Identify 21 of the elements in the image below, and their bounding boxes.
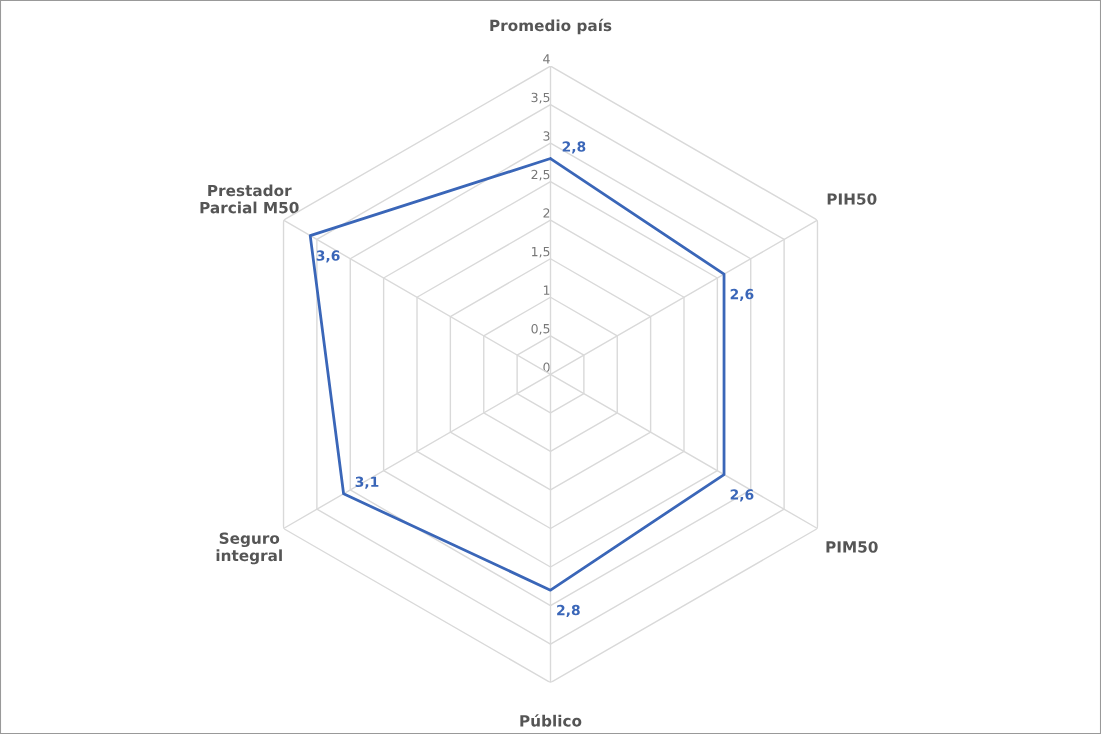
spoke-label: Público xyxy=(520,714,582,727)
y-tick-label: 1 xyxy=(543,285,550,295)
data-label: 3,6 xyxy=(316,250,340,263)
y-tick-label: 2 xyxy=(543,208,550,218)
data-label: 2,8 xyxy=(562,141,586,154)
y-tick-label: 0 xyxy=(543,362,550,372)
y-tick-label: 3,5 xyxy=(531,92,550,104)
y-tick-label: 1,5 xyxy=(531,247,550,258)
data-label: 3,1 xyxy=(355,476,379,489)
y-tick-label: 3 xyxy=(543,131,550,141)
data-label: 2,6 xyxy=(730,288,754,302)
spoke-label: Promedio país xyxy=(490,18,612,35)
data-label: 2,6 xyxy=(730,489,754,502)
spoke-label: PIH50 xyxy=(827,193,877,205)
y-tick-label: 4 xyxy=(543,54,550,64)
spoke-label: PIM50 xyxy=(826,541,878,553)
spoke-label: Prestador Parcial M50 xyxy=(200,184,299,214)
spoke-label: Seguro integral xyxy=(216,532,282,565)
data-label: 2,8 xyxy=(557,604,580,618)
y-tick-label: 0,5 xyxy=(531,323,550,335)
y-tick-label: 2,5 xyxy=(531,169,550,181)
